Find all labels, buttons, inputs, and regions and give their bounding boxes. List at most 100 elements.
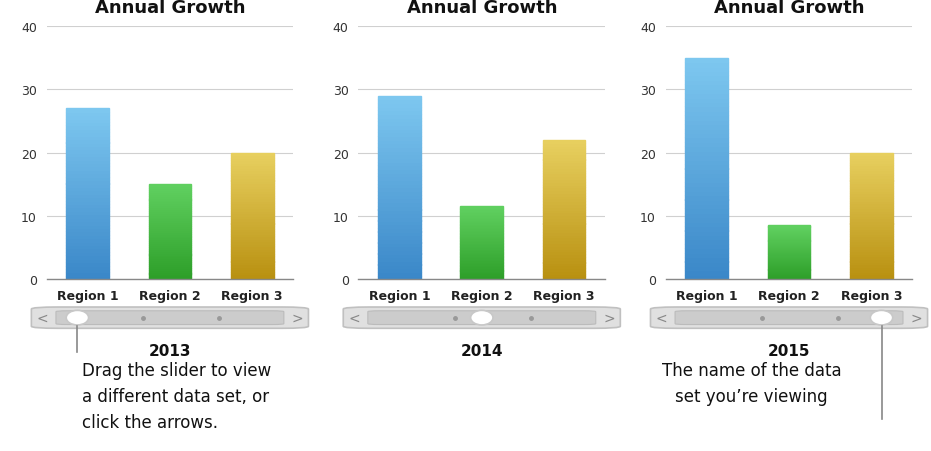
Bar [461, 239, 503, 240]
Bar [461, 226, 503, 227]
Bar [378, 265, 421, 269]
Bar [685, 258, 728, 262]
Bar [543, 179, 586, 182]
Bar [685, 275, 728, 280]
Bar [461, 261, 503, 262]
Bar [685, 59, 728, 63]
Bar [461, 224, 503, 226]
Bar [378, 272, 421, 276]
Bar [231, 269, 274, 272]
Bar [231, 186, 274, 189]
Bar [66, 245, 109, 249]
Bar [461, 271, 503, 272]
Bar [850, 209, 893, 212]
Bar [768, 241, 810, 242]
Bar [378, 97, 421, 100]
Bar [543, 238, 586, 241]
Bar [685, 81, 728, 85]
Bar [850, 267, 893, 270]
Text: <: < [655, 311, 668, 325]
FancyBboxPatch shape [56, 311, 284, 325]
Bar [768, 262, 810, 263]
Bar [66, 160, 109, 164]
Bar [850, 153, 893, 156]
Bar [231, 171, 274, 174]
Bar [149, 228, 191, 230]
Bar [850, 199, 893, 201]
Bar [543, 221, 586, 224]
Bar [850, 161, 893, 163]
Bar [461, 230, 503, 232]
Bar [231, 153, 274, 156]
Bar [685, 63, 728, 68]
Bar [543, 174, 586, 177]
Bar [850, 252, 893, 254]
Bar [543, 274, 586, 277]
Bar [66, 252, 109, 256]
Bar [850, 257, 893, 259]
Text: >: > [291, 311, 304, 325]
Bar [850, 239, 893, 242]
Bar [66, 259, 109, 262]
Text: >: > [911, 311, 923, 325]
Bar [768, 268, 810, 269]
Bar [543, 191, 586, 193]
Bar [850, 229, 893, 232]
Bar [378, 239, 421, 243]
Bar [378, 126, 421, 129]
Bar [768, 259, 810, 260]
Bar [66, 143, 109, 147]
Bar [66, 133, 109, 136]
Bar [149, 274, 191, 276]
Bar [685, 253, 728, 258]
Bar [149, 206, 191, 207]
Bar [378, 202, 421, 207]
Bar [378, 276, 421, 280]
Bar [768, 228, 810, 229]
Bar [685, 262, 728, 267]
Bar [231, 158, 274, 161]
Bar [768, 235, 810, 237]
Bar [685, 94, 728, 98]
Bar [685, 204, 728, 209]
Bar [231, 184, 274, 186]
Bar [685, 160, 728, 165]
Bar [543, 152, 586, 155]
Bar [543, 260, 586, 263]
Bar [149, 255, 191, 257]
Bar [850, 249, 893, 252]
Bar [685, 111, 728, 116]
Bar [149, 257, 191, 259]
Bar [685, 209, 728, 213]
Bar [461, 216, 503, 217]
Bar [149, 226, 191, 229]
Bar [378, 162, 421, 166]
Bar [685, 249, 728, 253]
Bar [231, 212, 274, 214]
Bar [149, 264, 191, 267]
Bar [850, 262, 893, 264]
Bar [461, 236, 503, 238]
Bar [149, 261, 191, 262]
Bar [66, 167, 109, 170]
Bar [768, 278, 810, 280]
Text: The name of the data
set you’re viewing: The name of the data set you’re viewing [662, 361, 842, 405]
Bar [231, 264, 274, 267]
Bar [149, 236, 191, 238]
Bar [685, 231, 728, 235]
Bar [850, 269, 893, 272]
Bar [850, 219, 893, 221]
Bar [231, 275, 274, 277]
Bar [231, 168, 274, 171]
Bar [850, 237, 893, 239]
Text: Drag the slider to view
a different data set, or
click the arrows.: Drag the slider to view a different data… [82, 361, 271, 432]
Bar [543, 263, 586, 266]
Bar [66, 232, 109, 235]
Bar [461, 207, 503, 208]
Bar [66, 191, 109, 194]
Bar [461, 221, 503, 223]
Bar [685, 187, 728, 191]
Bar [768, 276, 810, 277]
Bar [149, 219, 191, 221]
Bar [231, 206, 274, 209]
